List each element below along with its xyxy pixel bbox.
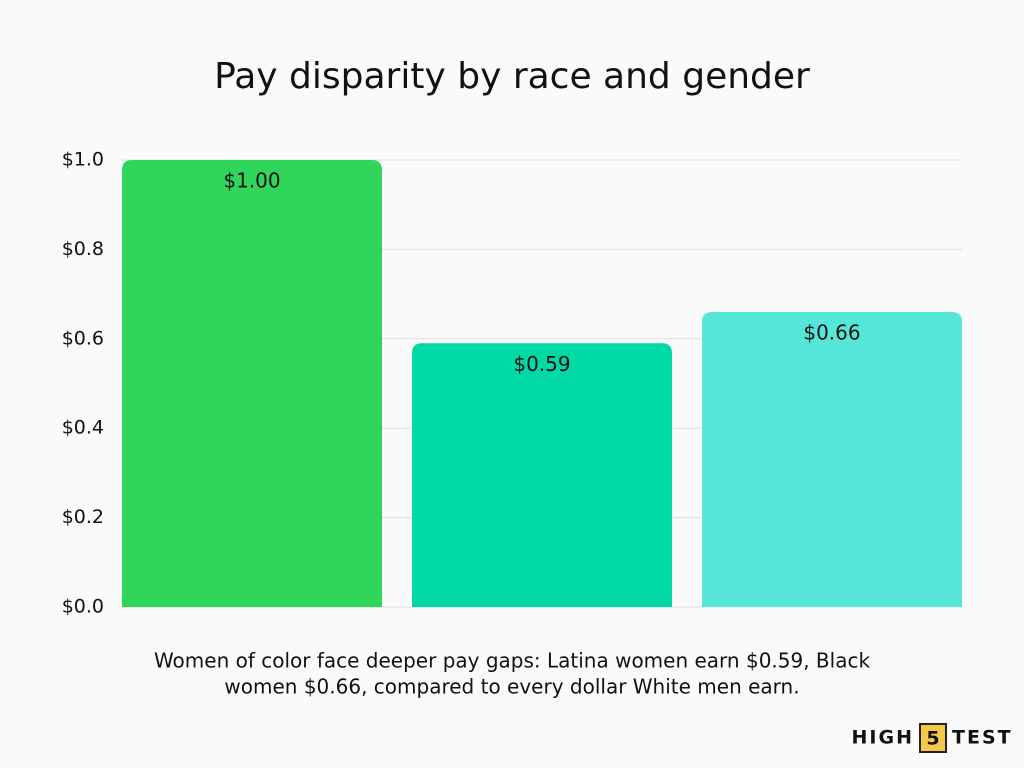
- value-label: $1.00: [223, 169, 280, 193]
- bar: [122, 160, 382, 607]
- bar: [702, 311, 962, 607]
- bar: [412, 343, 672, 607]
- value-label: $0.59: [513, 352, 570, 376]
- caption-line: Women of color face deeper pay gaps: Lat…: [154, 649, 871, 673]
- caption-line: women $0.66, compared to every dollar Wh…: [224, 675, 799, 699]
- logo-text: 5: [926, 728, 939, 750]
- y-tick-label: $0.4: [62, 417, 104, 439]
- y-tick-label: $0.8: [62, 238, 104, 260]
- y-tick-label: $0.0: [62, 596, 104, 618]
- logo-box: [919, 723, 947, 753]
- y-tick-label: $0.2: [62, 506, 104, 528]
- y-tick-label: $1.0: [62, 149, 104, 171]
- chart-title: Pay disparity by race and gender: [214, 56, 810, 97]
- logo-text: TEST: [952, 727, 1013, 749]
- logo-text: HIGH: [852, 727, 914, 749]
- value-label: $0.66: [803, 320, 860, 344]
- y-tick-label: $0.6: [62, 327, 104, 349]
